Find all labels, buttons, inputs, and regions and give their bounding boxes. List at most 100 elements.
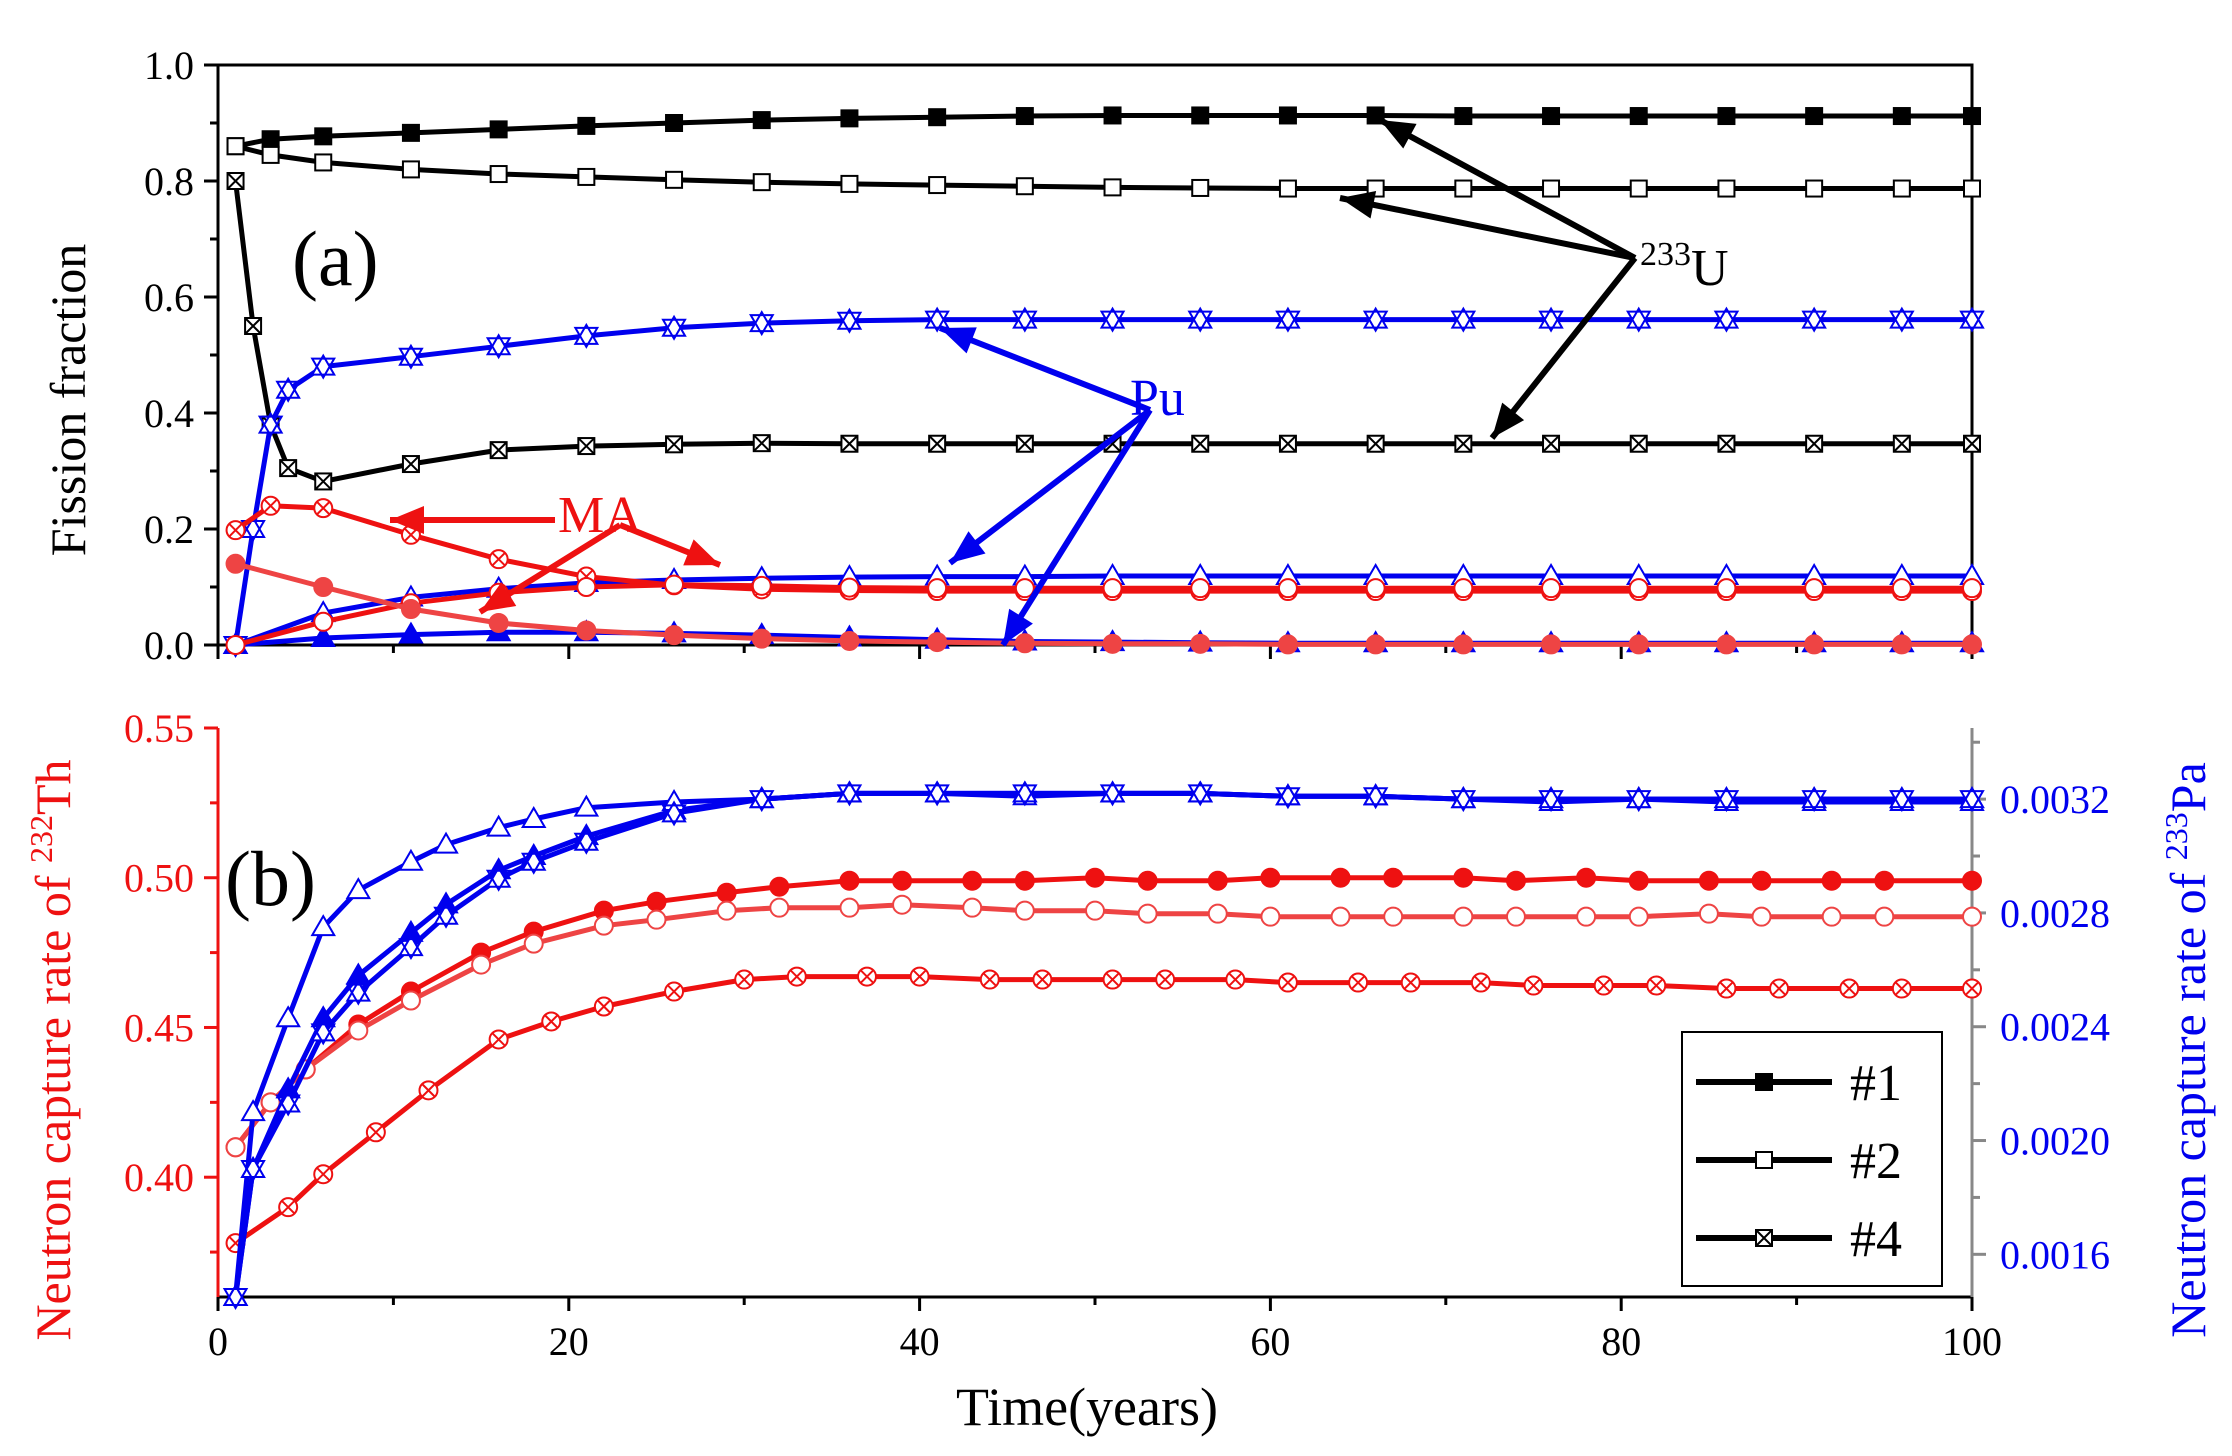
series-u233-1 [226,106,1981,156]
data-point [836,780,863,807]
marker-square [1717,107,1736,126]
arrow-head [940,327,977,354]
marker-circle [1628,578,1649,599]
series-u233-2 [226,137,1981,198]
data-point [752,434,771,453]
marker-circle [839,577,860,598]
data-point [1187,780,1213,807]
marker-circle [962,870,983,891]
data-point [275,1005,301,1028]
marker-circle [1277,578,1298,599]
marker-cross [1895,981,1909,996]
marker-cross [316,1167,330,1181]
marker-circle [225,553,246,574]
marker-circle [225,1137,246,1158]
marker-cross [281,1200,295,1214]
annotation-u233-letter: U [1691,240,1729,297]
data-point [1190,578,1211,599]
data-point [398,934,424,961]
marker-circle [1014,633,1035,654]
marker-square [401,160,420,179]
data-point [401,123,420,142]
marker-triangle-inv [1801,310,1827,333]
marker-cross [665,435,683,454]
marker-circle [1383,906,1404,927]
panel-b-xtick-label: 80 [1601,1319,1641,1364]
marker-triangle [345,877,372,900]
marker-square [1542,179,1561,198]
marker-square [314,127,333,146]
data-point [1538,786,1564,813]
marker-cross [667,984,681,999]
data-point [1629,179,1648,198]
legend-label: #1 [1850,1055,1902,1112]
marker-circle [1505,870,1526,891]
data-point [1015,434,1034,453]
marker-cross [1719,981,1734,996]
data-point [1102,578,1123,599]
data-point [310,1019,336,1046]
marker-cross [1963,435,1981,453]
data-point [345,877,372,900]
marker-triangle-inv [573,326,600,349]
arrow-shaft [1339,195,1636,261]
marker-circle [1716,634,1737,655]
marker-circle [839,897,860,918]
marker-square [1454,107,1473,126]
marker-triangle [240,1099,266,1122]
data-point [924,306,950,333]
data-point [1277,972,1298,993]
data-point [1821,870,1842,891]
panel-b-xtick-label: 40 [900,1319,940,1364]
data-point [661,800,687,827]
data-point [734,969,755,990]
arrow-shaft [1000,408,1153,647]
data-point [1187,306,1213,333]
data-point [1362,306,1389,333]
series-th232-2 [225,894,1982,1158]
data-point [1450,306,1477,333]
marker-circle [1137,870,1158,891]
data-point [1012,306,1038,333]
data-point [1716,634,1737,655]
data-point [1963,107,1981,126]
panel-b-right-tick-label: 0.0016 [2000,1232,2110,1277]
marker-square [489,120,508,139]
data-point [261,145,280,164]
marker-circle [1207,903,1228,924]
data-point [1889,786,1915,813]
marker-circle [1698,870,1719,891]
data-point [275,376,301,403]
marker-circle [1365,634,1386,655]
marker-cross [1103,435,1122,453]
data-point [1646,975,1667,996]
marker-triangle [485,814,512,837]
marker-cross [226,172,245,190]
data-point [1085,867,1105,888]
data-point [1839,978,1860,999]
data-point [1453,906,1474,927]
marker-triangle-inv [310,357,336,380]
marker-circle [1102,633,1123,654]
data-point [576,620,597,641]
marker-circle [1137,903,1158,924]
marker-triangle-inv [1626,790,1652,813]
marker-cross [1351,975,1365,990]
data-point [665,114,684,132]
data-point [839,897,860,918]
data-point [1805,179,1824,198]
marker-triangle [310,914,336,937]
data-point [749,786,775,813]
panel-a-ytick-label: 1.0 [144,43,194,88]
marker-cross [790,969,804,984]
data-point [1277,578,1298,599]
marker-circle [1874,870,1895,891]
arrow-u233-2 [1339,191,1636,261]
marker-square [1805,107,1824,126]
arrow-pu-1 [1000,408,1153,647]
data-point [1260,867,1281,888]
data-point [1032,969,1053,990]
data-point [928,434,947,453]
data-point [400,990,421,1011]
